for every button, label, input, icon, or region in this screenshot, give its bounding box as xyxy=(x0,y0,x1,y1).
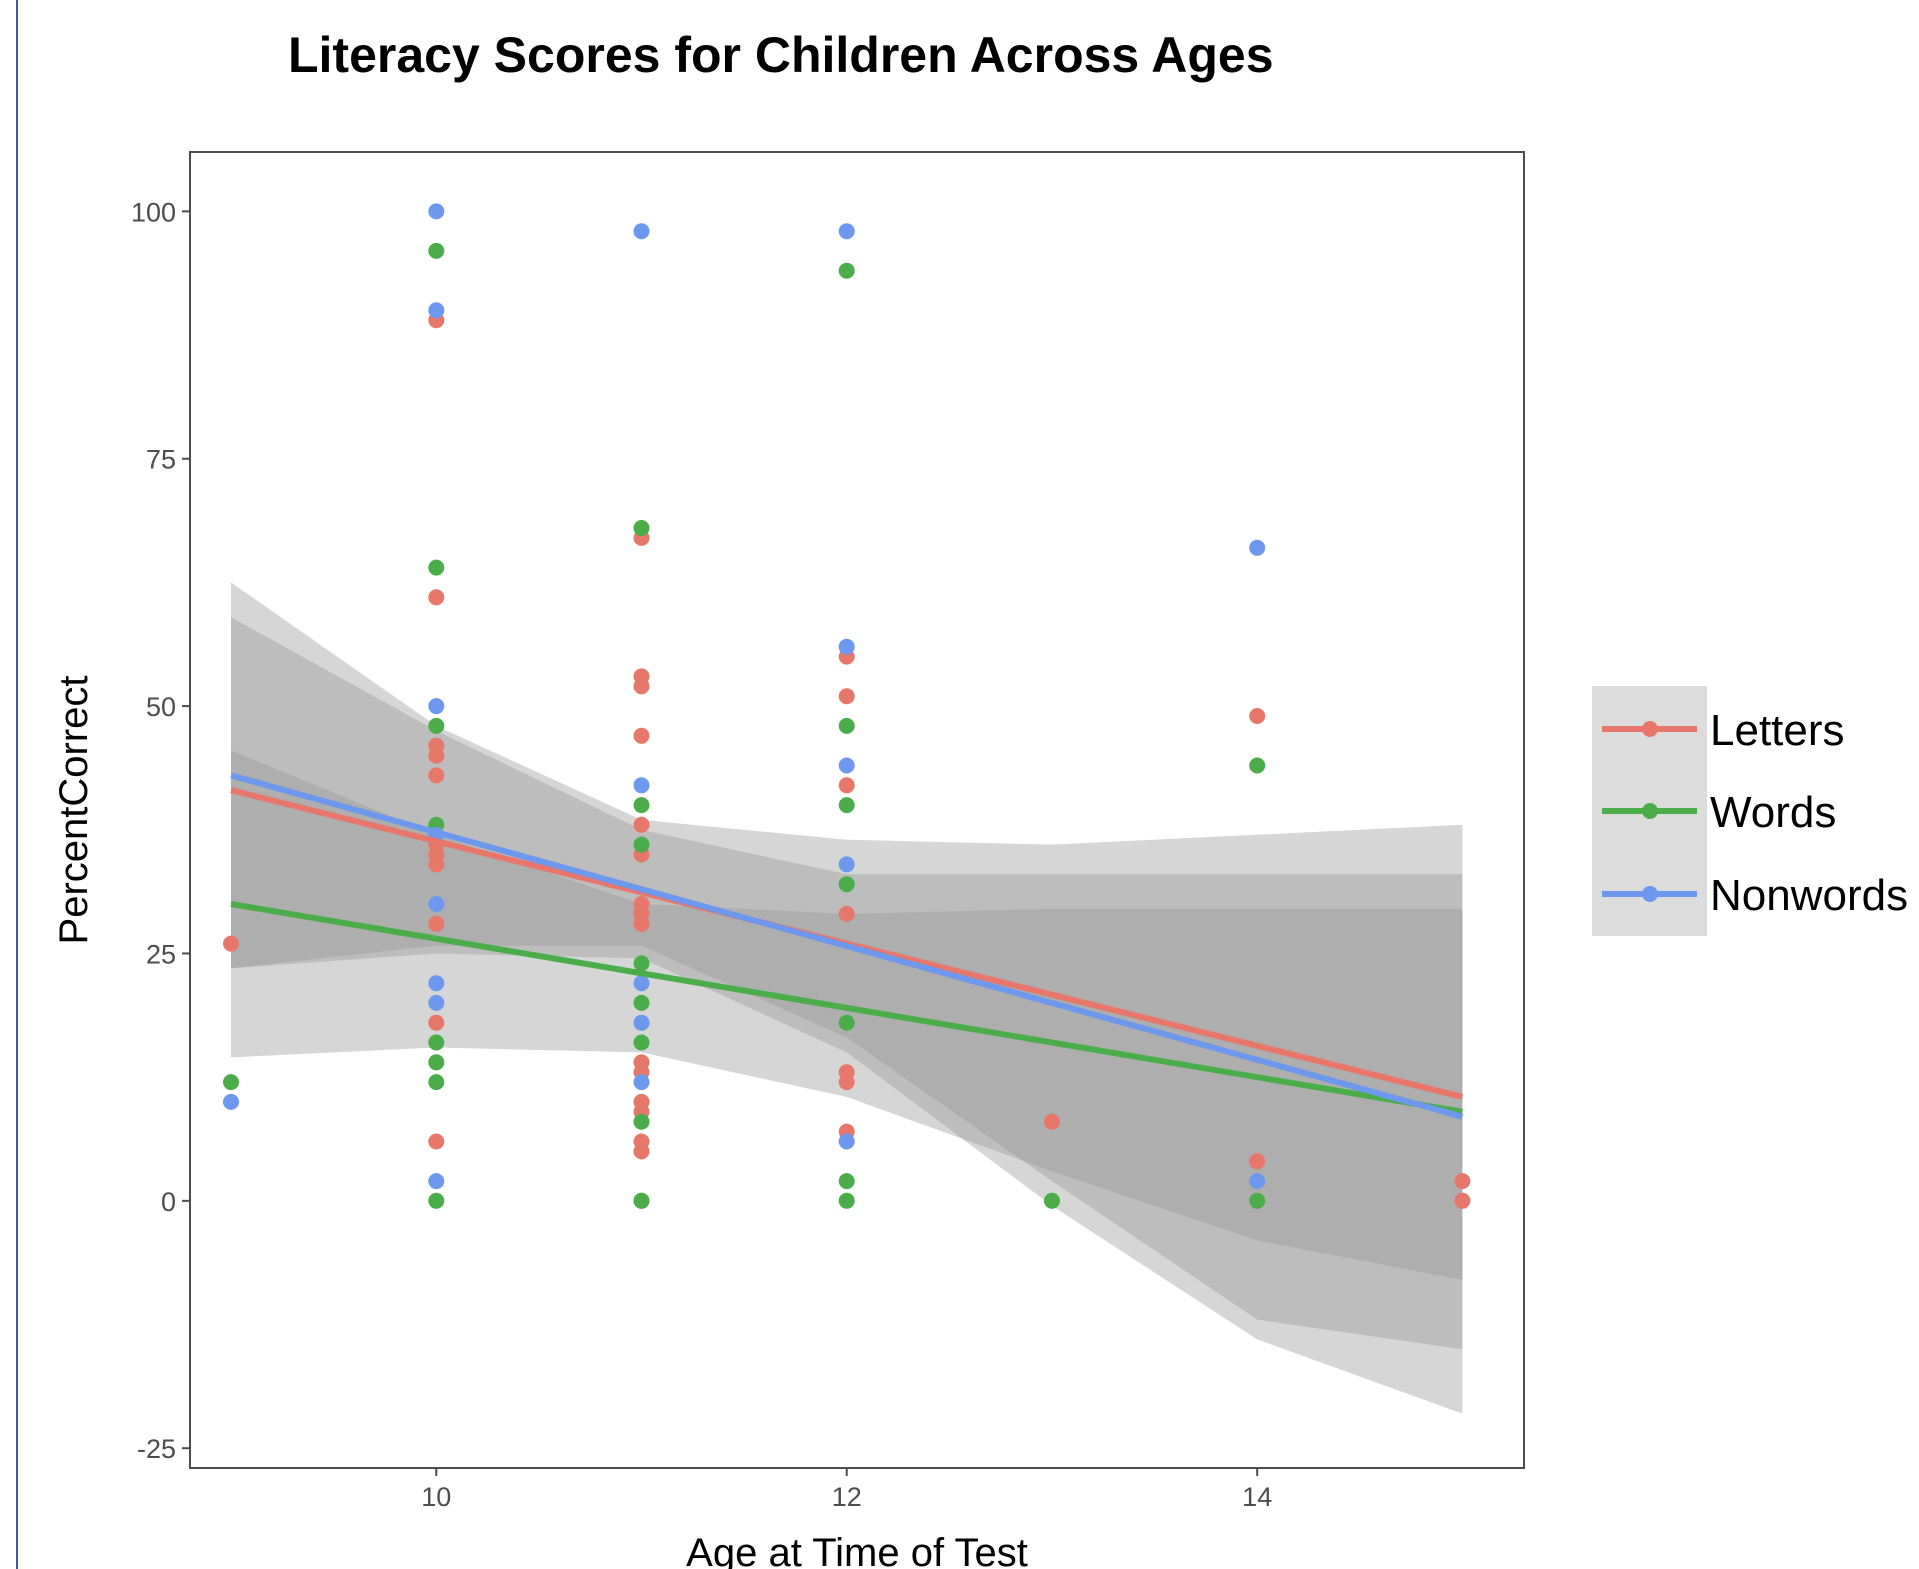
x-tick-label: 14 xyxy=(1242,1482,1272,1512)
x-tick-label: 10 xyxy=(421,1482,451,1512)
data-point-nonwords xyxy=(428,975,445,992)
legend-key-point-words xyxy=(1642,803,1658,819)
data-point-words xyxy=(838,262,855,279)
legend-label-letters: Letters xyxy=(1710,706,1845,755)
y-tick-label: 75 xyxy=(146,445,176,475)
data-point-nonwords xyxy=(838,223,855,240)
data-point-words xyxy=(838,1014,855,1031)
data-point-nonwords xyxy=(838,856,855,873)
data-point-letters xyxy=(428,589,445,606)
data-point-nonwords xyxy=(838,1133,855,1150)
data-point-words xyxy=(428,242,445,259)
data-point-letters xyxy=(1249,1153,1266,1170)
data-point-words xyxy=(428,1074,445,1091)
data-point-letters xyxy=(428,915,445,932)
data-point-words xyxy=(633,520,650,536)
data-point-letters xyxy=(428,767,445,784)
chart-title: Literacy Scores for Children Across Ages xyxy=(288,27,1274,83)
data-point-words xyxy=(838,876,855,893)
data-point-letters xyxy=(428,747,445,764)
data-point-letters xyxy=(633,915,650,932)
data-point-letters xyxy=(428,856,445,873)
data-point-nonwords xyxy=(633,1074,650,1091)
y-tick-label: 50 xyxy=(146,692,176,722)
data-point-nonwords xyxy=(223,1093,239,1110)
y-axis: -25 0 25 50 75 100 xyxy=(131,197,190,1464)
trend-line-words xyxy=(230,901,1463,1115)
data-point-words xyxy=(633,1034,650,1051)
legend-label-words: Words xyxy=(1710,788,1836,837)
data-point-letters xyxy=(1454,1173,1471,1190)
data-point-letters xyxy=(838,1074,855,1091)
data-point-nonwords xyxy=(633,777,650,794)
data-point-words xyxy=(838,1192,855,1209)
data-point-words xyxy=(428,1034,445,1051)
data-point-words xyxy=(838,797,855,814)
trend-line-nonwords xyxy=(230,772,1464,1120)
data-point-letters xyxy=(1454,1192,1471,1209)
data-point-words xyxy=(223,1074,239,1091)
confidence-band-nonwords xyxy=(231,582,1463,1414)
data-point-words xyxy=(633,955,650,972)
data-point-letters xyxy=(838,688,855,705)
page-left-border xyxy=(0,0,18,1569)
y-tick-label: 25 xyxy=(146,939,176,969)
y-tick-label: 100 xyxy=(131,197,176,227)
data-point-nonwords xyxy=(428,302,445,319)
data-point-words xyxy=(428,559,445,576)
trend-lines xyxy=(230,772,1464,1120)
data-point-nonwords xyxy=(633,223,650,240)
data-point-letters xyxy=(428,1014,445,1031)
confidence-band-letters xyxy=(231,617,1463,1350)
data-point-nonwords xyxy=(633,975,650,992)
data-point-nonwords xyxy=(428,896,445,912)
legend: Letters Words Nonwords xyxy=(1592,686,1908,936)
y-tick-label: 0 xyxy=(161,1187,176,1217)
data-point-words xyxy=(428,1054,445,1071)
x-tick-label: 12 xyxy=(832,1482,862,1512)
data-point-nonwords xyxy=(838,757,855,774)
data-point-words xyxy=(428,1192,445,1209)
x-axis-title: Age at Time of Test xyxy=(686,1531,1028,1569)
data-point-letters xyxy=(223,935,239,952)
data-point-letters xyxy=(1044,1113,1060,1130)
data-point-words xyxy=(838,717,855,734)
data-point-nonwords xyxy=(1249,539,1266,556)
data-point-words xyxy=(1249,1192,1266,1209)
data-point-words xyxy=(838,1173,855,1190)
data-point-nonwords xyxy=(838,638,855,655)
data-point-words xyxy=(1044,1192,1060,1209)
x-axis: 10 12 14 xyxy=(421,1468,1272,1512)
data-point-nonwords xyxy=(428,698,445,715)
data-point-letters xyxy=(633,678,650,695)
legend-key-point-nonwords xyxy=(1642,886,1658,902)
data-point-words xyxy=(633,1113,650,1130)
data-point-letters xyxy=(633,816,650,833)
data-point-letters xyxy=(838,777,855,794)
data-point-words xyxy=(633,836,650,853)
data-point-nonwords xyxy=(428,1173,445,1190)
y-axis-title: PercentCorrect xyxy=(52,676,96,945)
data-point-letters xyxy=(633,1143,650,1160)
data-point-letters xyxy=(1249,708,1266,724)
data-point-words xyxy=(633,994,650,1011)
legend-key-point-letters xyxy=(1642,721,1658,737)
data-point-words xyxy=(1249,757,1266,774)
plot-panel xyxy=(189,151,1525,1469)
data-point-nonwords xyxy=(633,1014,650,1031)
data-point-words xyxy=(633,1192,650,1209)
data-point-words xyxy=(428,717,445,734)
data-point-letters xyxy=(633,727,650,744)
data-point-letters xyxy=(428,1133,445,1150)
data-point-nonwords xyxy=(1249,1173,1266,1190)
data-point-letters xyxy=(838,905,855,922)
data-point-nonwords xyxy=(428,994,445,1011)
data-point-words xyxy=(633,797,650,814)
y-tick-label: -25 xyxy=(137,1434,176,1464)
legend-label-nonwords: Nonwords xyxy=(1710,871,1908,920)
data-point-nonwords xyxy=(428,203,445,220)
